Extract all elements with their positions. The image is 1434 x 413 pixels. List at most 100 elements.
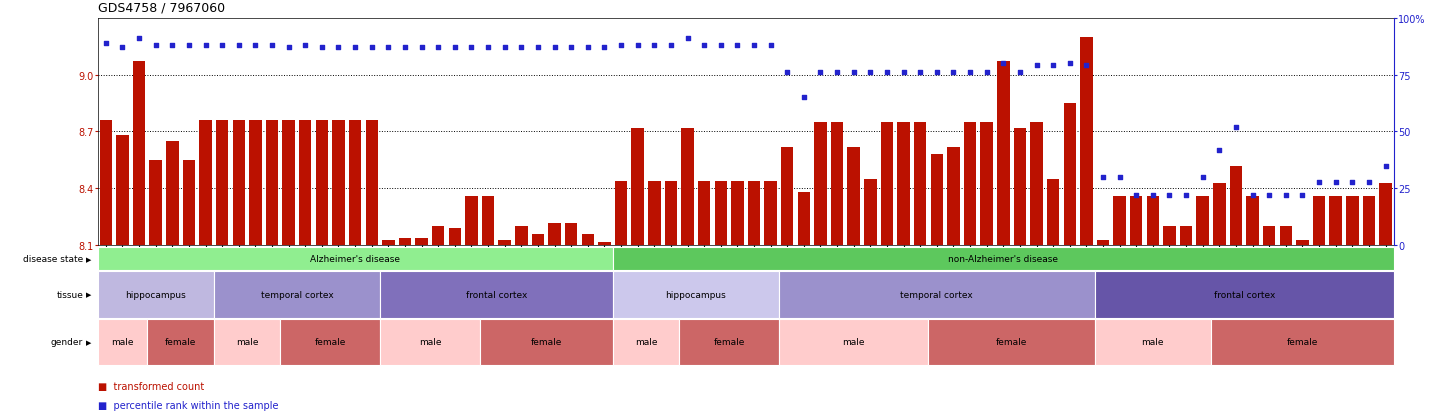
Point: [1091, 174, 1114, 181]
Bar: [948, 147, 959, 246]
Point: [493, 45, 516, 52]
Bar: [232, 121, 245, 246]
Point: [642, 43, 665, 49]
Text: female: female: [1286, 338, 1318, 347]
Point: [161, 43, 184, 49]
Bar: [250, 121, 261, 246]
Text: male: male: [419, 338, 442, 347]
Point: [592, 45, 615, 52]
Point: [925, 70, 948, 76]
Text: non-Alzheimer's disease: non-Alzheimer's disease: [948, 255, 1058, 263]
Point: [793, 95, 816, 102]
Bar: [282, 121, 295, 246]
Point: [859, 70, 882, 76]
Point: [377, 45, 400, 52]
Bar: [615, 181, 627, 246]
Bar: [1213, 183, 1226, 246]
Text: female: female: [314, 338, 346, 347]
Bar: [166, 142, 178, 246]
Point: [1008, 70, 1031, 76]
Bar: [631, 128, 644, 246]
Bar: [898, 123, 909, 246]
Point: [559, 45, 582, 52]
Point: [511, 45, 533, 52]
Point: [876, 70, 899, 76]
Text: GDS4758 / 7967060: GDS4758 / 7967060: [98, 2, 225, 14]
Point: [660, 43, 683, 49]
Text: ▶: ▶: [86, 292, 92, 298]
Point: [710, 43, 733, 49]
Bar: [648, 181, 661, 246]
Bar: [1329, 197, 1342, 246]
Text: disease state: disease state: [23, 255, 83, 263]
Point: [1025, 63, 1048, 69]
Point: [128, 36, 151, 43]
Bar: [265, 121, 278, 246]
Point: [1124, 192, 1147, 199]
Bar: [1163, 227, 1176, 246]
Bar: [981, 123, 992, 246]
Point: [842, 70, 865, 76]
Bar: [199, 121, 212, 246]
Bar: [381, 240, 394, 246]
Bar: [116, 136, 129, 246]
Bar: [847, 147, 860, 246]
Bar: [1196, 197, 1209, 246]
Point: [543, 45, 566, 52]
Bar: [598, 242, 611, 246]
Point: [975, 70, 998, 76]
Text: male: male: [1141, 338, 1164, 347]
Point: [110, 45, 133, 52]
Bar: [1314, 197, 1325, 246]
Bar: [1230, 166, 1242, 246]
Point: [909, 70, 932, 76]
Bar: [300, 121, 311, 246]
Bar: [714, 181, 727, 246]
Point: [178, 43, 201, 49]
Bar: [333, 121, 344, 246]
Bar: [731, 181, 744, 246]
Bar: [931, 155, 944, 246]
Bar: [416, 238, 427, 246]
Bar: [1147, 197, 1159, 246]
Point: [194, 43, 217, 49]
Point: [1374, 163, 1397, 169]
Point: [427, 45, 450, 52]
Bar: [830, 123, 843, 246]
Point: [211, 43, 234, 49]
Point: [1058, 61, 1081, 67]
Point: [992, 61, 1015, 67]
Point: [942, 70, 965, 76]
Point: [244, 43, 267, 49]
Bar: [348, 121, 361, 246]
Point: [809, 70, 832, 76]
Point: [261, 43, 284, 49]
Text: frontal cortex: frontal cortex: [1213, 290, 1275, 299]
Text: male: male: [112, 338, 133, 347]
Bar: [217, 121, 228, 246]
Bar: [681, 128, 694, 246]
Point: [1207, 147, 1230, 154]
Text: female: female: [995, 338, 1027, 347]
Bar: [548, 223, 561, 246]
Point: [776, 70, 799, 76]
Point: [228, 43, 251, 49]
Point: [726, 43, 749, 49]
Bar: [1047, 180, 1060, 246]
Point: [1174, 192, 1197, 199]
Text: ■  transformed count: ■ transformed count: [98, 381, 204, 391]
Point: [443, 45, 466, 52]
Bar: [1279, 227, 1292, 246]
Bar: [1180, 227, 1192, 246]
Bar: [1296, 240, 1309, 246]
Bar: [532, 234, 543, 246]
Bar: [1097, 240, 1110, 246]
Bar: [1380, 183, 1392, 246]
Bar: [465, 197, 478, 246]
Point: [675, 36, 698, 43]
Bar: [482, 197, 495, 246]
Point: [327, 45, 350, 52]
Bar: [698, 181, 710, 246]
Text: female: female: [531, 338, 562, 347]
Bar: [499, 240, 511, 246]
